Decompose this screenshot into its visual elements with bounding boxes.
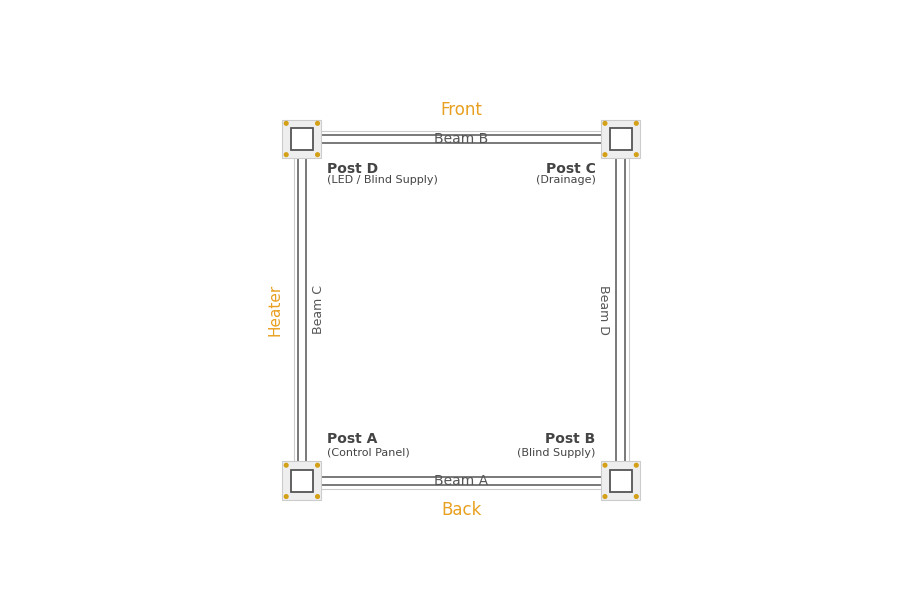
Text: Post C: Post C [545, 162, 596, 176]
Circle shape [603, 153, 607, 157]
Bar [283, 461, 321, 500]
Circle shape [634, 463, 638, 467]
Circle shape [603, 494, 607, 499]
Circle shape [634, 121, 638, 125]
Text: (Control Panel): (Control Panel) [327, 448, 410, 458]
Text: Post D: Post D [327, 162, 378, 176]
Circle shape [284, 463, 288, 467]
Text: Post B: Post B [545, 432, 596, 446]
Bar [291, 470, 313, 492]
Bar [601, 461, 640, 500]
Text: Beam A: Beam A [434, 474, 489, 488]
Text: Beam D: Beam D [598, 285, 610, 335]
Bar [293, 131, 629, 489]
Circle shape [316, 494, 320, 499]
Text: (LED / Blind Supply): (LED / Blind Supply) [327, 175, 437, 185]
Circle shape [316, 463, 320, 467]
Circle shape [316, 153, 320, 157]
Bar [601, 119, 640, 158]
Bar [291, 128, 313, 150]
Circle shape [316, 121, 320, 125]
Circle shape [634, 153, 638, 157]
Circle shape [603, 121, 607, 125]
Text: Front: Front [440, 101, 482, 119]
Circle shape [284, 153, 288, 157]
Text: Back: Back [441, 501, 482, 519]
Circle shape [634, 494, 638, 499]
Text: (Drainage): (Drainage) [536, 175, 596, 185]
Text: Beam C: Beam C [312, 286, 325, 334]
Bar [609, 128, 632, 150]
Text: Beam B: Beam B [434, 132, 489, 146]
Circle shape [603, 463, 607, 467]
Circle shape [284, 494, 288, 499]
Text: Post A: Post A [327, 432, 377, 446]
Circle shape [284, 121, 288, 125]
Text: Heater: Heater [267, 284, 283, 336]
Text: (Blind Supply): (Blind Supply) [518, 448, 596, 458]
Bar [609, 470, 632, 492]
Bar [283, 119, 321, 158]
